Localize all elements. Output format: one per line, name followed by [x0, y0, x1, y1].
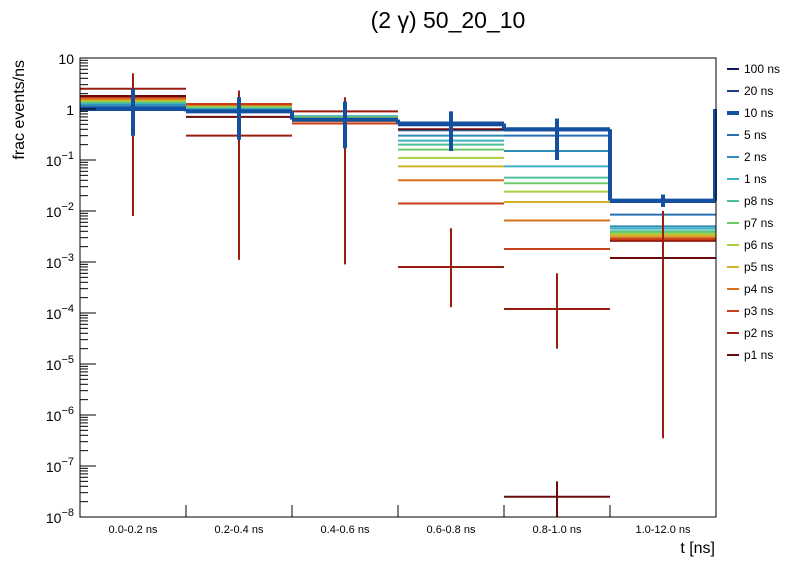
- series-p1-ns: [80, 94, 716, 517]
- y-tick-label: 10: [58, 51, 74, 67]
- series-p2-ns: [80, 73, 716, 439]
- legend-label: 1 ns: [744, 172, 767, 186]
- y-tick-label: 10−5: [46, 354, 74, 373]
- legend-entry: p1 ns: [727, 348, 773, 362]
- legend-label: p8 ns: [744, 194, 773, 208]
- series-10-ns: [80, 88, 717, 207]
- legend-label: p7 ns: [744, 216, 773, 230]
- plot-marks: [80, 73, 717, 517]
- legend-label: 100 ns: [744, 62, 780, 76]
- legend-label: 2 ns: [744, 150, 767, 164]
- y-tick-label: 10−3: [46, 252, 74, 271]
- y-axis-title: frac events/ns: [11, 60, 28, 160]
- legend-entry: p8 ns: [727, 194, 773, 208]
- x-category-label: 0.0-0.2 ns: [109, 524, 158, 536]
- legend-label: 20 ns: [744, 84, 773, 98]
- legend-label: 5 ns: [744, 128, 767, 142]
- x-category-label: 0.8-1.0 ns: [533, 524, 582, 536]
- legend-label: p5 ns: [744, 260, 773, 274]
- legend-entry: 10 ns: [727, 106, 773, 120]
- legend: 100 ns 20 ns 10 ns 5 ns 2 ns 1 ns p8 ns p7 ns p6…: [727, 62, 780, 362]
- legend-entry: p3 ns: [727, 304, 773, 318]
- y-tick-label: 10−7: [46, 456, 74, 475]
- y-tick-label: 10−2: [46, 201, 74, 220]
- y-tick-label: 1: [66, 102, 74, 118]
- y-tick-label: 10−4: [46, 303, 74, 322]
- legend-entry: p4 ns: [727, 282, 773, 296]
- x-category-label: 1.0-12.0 ns: [635, 524, 691, 536]
- y-tick-label: 10−6: [46, 405, 74, 424]
- y-tick-label: 10−8: [46, 507, 74, 526]
- legend-entry: 100 ns: [727, 62, 780, 76]
- y-tick-label: 10−1: [46, 150, 74, 169]
- x-axis-title: t [ns]: [680, 540, 715, 557]
- legend-entry: 5 ns: [727, 128, 767, 142]
- legend-entry: p5 ns: [727, 260, 773, 274]
- axes: 10 1 10−1 10−2 10−3 10−4 10−5 10−6 10−7 10−8 0.0-0…: [46, 51, 717, 536]
- legend-entry: p7 ns: [727, 216, 773, 230]
- legend-label: p4 ns: [744, 282, 773, 296]
- x-category-label: 0.4-0.6 ns: [321, 524, 370, 536]
- legend-entry: 20 ns: [727, 84, 773, 98]
- legend-entry: p6 ns: [727, 238, 773, 252]
- legend-label: p6 ns: [744, 238, 773, 252]
- legend-label: p2 ns: [744, 326, 773, 340]
- chart-title: (2 γ) 50_20_10: [371, 7, 526, 33]
- x-category-label: 0.6-0.8 ns: [427, 524, 476, 536]
- legend-entry: 1 ns: [727, 172, 767, 186]
- legend-entry: p2 ns: [727, 326, 773, 340]
- legend-label: 10 ns: [744, 106, 773, 120]
- legend-label: p1 ns: [744, 348, 773, 362]
- x-category-label: 0.2-0.4 ns: [215, 524, 264, 536]
- plot-frame: [79, 57, 717, 518]
- legend-entry: 2 ns: [727, 150, 767, 164]
- legend-label: p3 ns: [744, 304, 773, 318]
